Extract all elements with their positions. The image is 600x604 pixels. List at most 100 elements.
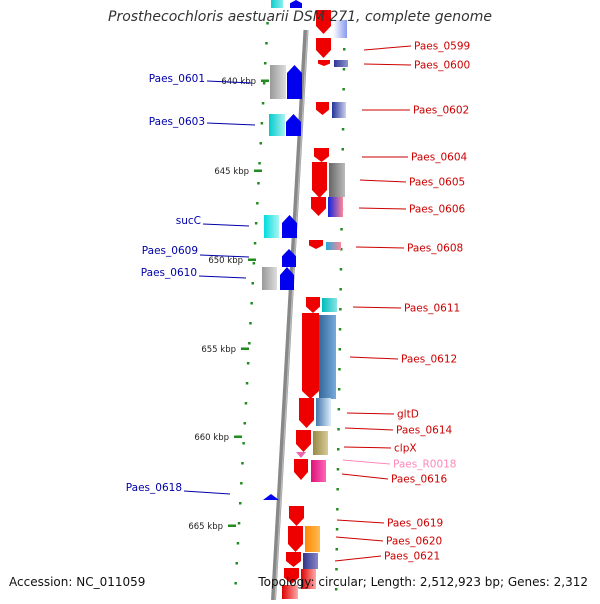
backbone-highlight <box>274 29 309 601</box>
reverse-gene-arrow <box>314 148 329 162</box>
label-leaders <box>183 45 412 562</box>
ruler-dot <box>265 42 268 45</box>
ruler-dot <box>241 462 244 465</box>
right-gene-label: gltD <box>397 409 419 421</box>
reverse-gene-arrow <box>299 398 314 428</box>
right-gene-label: Paes_0605 <box>409 177 465 189</box>
ruler-dot <box>234 582 237 585</box>
gene-block <box>301 569 316 589</box>
ruler-dot <box>266 22 269 25</box>
reverse-gene-arrow <box>296 430 311 452</box>
ruler-dot <box>338 348 341 351</box>
ruler-dot <box>336 508 339 511</box>
ruler-tick-mark <box>254 169 262 172</box>
gene-block <box>305 526 320 552</box>
leader-line <box>344 427 394 431</box>
gene-block <box>262 267 277 290</box>
ruler-dot <box>341 148 344 151</box>
reverse-gene-arrow <box>286 552 301 567</box>
ruler-tick-label: 655 kbp <box>201 345 236 355</box>
ruler-dot <box>250 302 253 305</box>
ruler-dot <box>337 448 340 451</box>
right-gene-label: Paes_0620 <box>386 536 442 548</box>
ruler-dot <box>337 408 341 411</box>
right-gene-label: Paes_0608 <box>407 243 463 255</box>
right-gene-label: Paes_0611 <box>404 303 460 315</box>
ruler-dot <box>259 142 262 145</box>
right-gene-label: Paes_0602 <box>413 105 469 117</box>
forward-gene-arrow <box>286 114 301 136</box>
gene-block <box>271 0 283 8</box>
ruler-dot <box>262 82 266 85</box>
ruler-dot <box>248 342 251 345</box>
ruler-dot <box>336 488 339 491</box>
ruler-tick-label: 665 kbp <box>188 522 223 532</box>
forward-gene-arrow <box>290 0 302 8</box>
left-gene-label: Paes_0618 <box>126 482 182 494</box>
reverse-gene-arrow <box>306 297 320 313</box>
leader-line <box>352 306 402 309</box>
gene-block <box>333 20 347 38</box>
ruler-dot <box>335 568 338 571</box>
ruler-dot <box>239 502 242 505</box>
ruler-dot <box>251 282 254 285</box>
right-gene-label: Paes_0621 <box>384 551 440 563</box>
right-gene-label: clpX <box>394 443 417 455</box>
leader-line <box>359 179 407 183</box>
gene-block <box>332 102 346 118</box>
leader-line <box>363 63 412 66</box>
gene-labels: Paes_0601 Paes_0603 sucC Paes_0609 Paes_0610… <box>126 41 470 563</box>
right-gene-label: Paes_0612 <box>401 354 457 366</box>
ruler-tick-mark <box>234 435 242 438</box>
ruler-dot <box>340 228 343 231</box>
gene-block <box>328 197 343 217</box>
ruler-tick-mark <box>261 79 269 82</box>
ruler-dot <box>237 522 241 525</box>
reverse-gene-arrow <box>284 568 299 584</box>
ruler-dot <box>244 402 248 405</box>
leader-line <box>202 223 250 227</box>
reverse-gene-arrow <box>288 526 303 552</box>
reverse-gene-arrow <box>302 313 319 399</box>
reverse-gene-arrow <box>316 10 331 34</box>
right-gene-label: Paes_0600 <box>414 60 470 72</box>
ruler-dot <box>264 62 267 65</box>
ruler-dot <box>343 48 346 51</box>
ruler-dot <box>256 202 259 205</box>
ruler-tick-mark <box>248 258 256 261</box>
left-gene-label: Paes_0601 <box>149 73 205 85</box>
ruler-tick-mark <box>241 347 249 350</box>
ruler-dot <box>235 562 238 565</box>
ruler-dot <box>339 268 343 271</box>
genome-summary-text: Topology: circular; Length: 2,512,923 bp… <box>258 575 588 589</box>
gene-features <box>262 0 348 599</box>
gene-block <box>316 398 331 426</box>
ruler-dot <box>261 102 265 105</box>
reverse-gene-arrow <box>316 38 331 58</box>
gene-block <box>264 215 279 238</box>
right-gene-label: Paes_0616 <box>391 474 448 486</box>
reverse-gene-arrow <box>312 162 327 198</box>
right-gene-label: Paes_R0018 <box>393 459 457 471</box>
ruler-dot <box>334 588 338 591</box>
leader-line <box>206 80 253 84</box>
leader-line <box>355 246 405 249</box>
ruler-dot <box>252 262 256 265</box>
ruler-dot <box>243 422 246 425</box>
ruler-dot <box>338 328 342 331</box>
ruler-dot <box>335 528 339 531</box>
ruler-dot <box>257 182 260 185</box>
ruler-dot <box>254 222 258 225</box>
leader-line <box>335 536 384 542</box>
right-gene-label: Paes_0604 <box>411 152 468 164</box>
gene-block <box>329 163 345 197</box>
leader-line <box>206 122 256 126</box>
reverse-gene-arrow <box>289 506 304 526</box>
left-gene-label: Paes_0603 <box>149 116 205 128</box>
gene-block <box>322 298 337 312</box>
gene-block <box>319 315 336 399</box>
reverse-gene-arrow <box>294 459 308 480</box>
reverse-gene-arrow <box>318 60 330 66</box>
right-gene-label: Paes_0606 <box>409 204 466 216</box>
